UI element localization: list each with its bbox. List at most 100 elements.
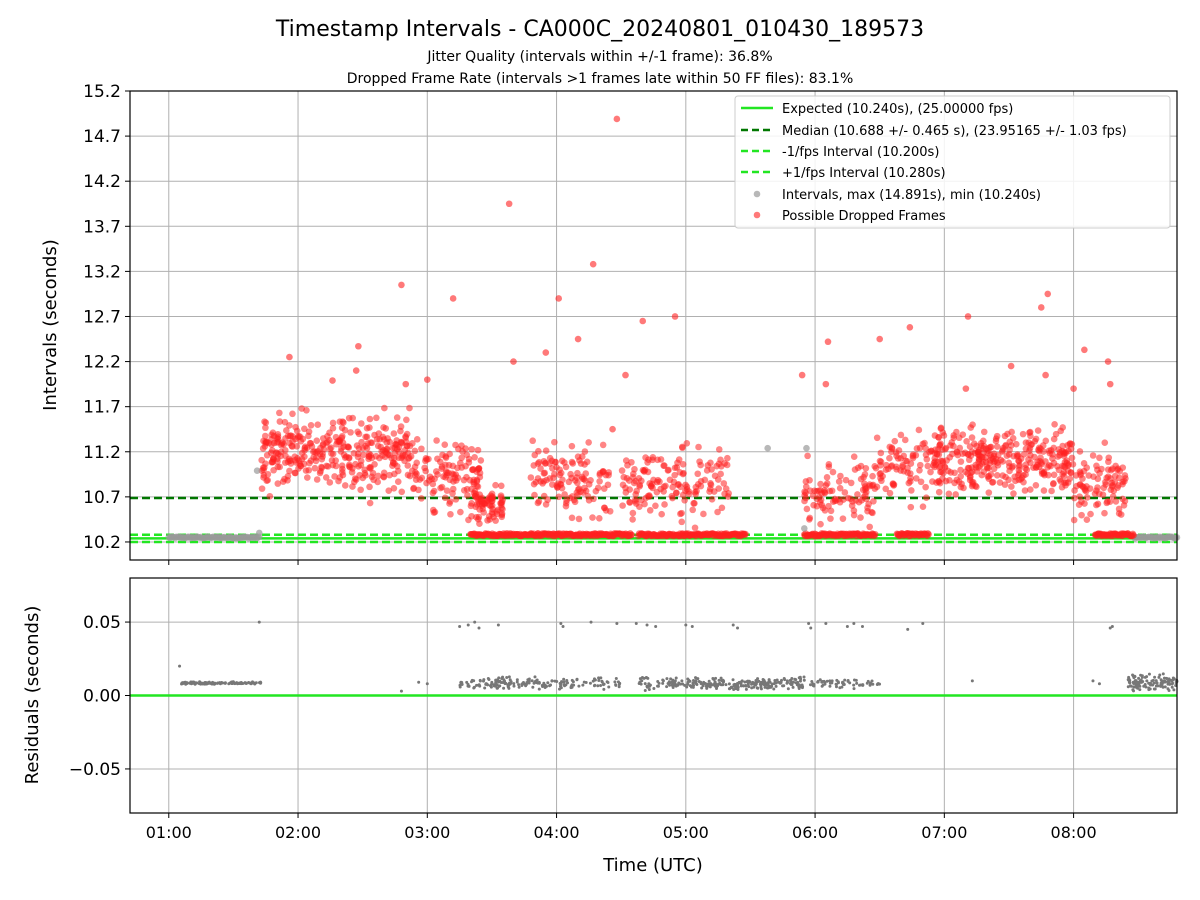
dropped-frame-point bbox=[415, 486, 422, 494]
residual-point bbox=[906, 627, 910, 631]
residual-point bbox=[734, 685, 738, 689]
dropped-frame-point bbox=[556, 471, 564, 479]
dropped-frame-point bbox=[1107, 475, 1114, 482]
dropped-frame-point bbox=[973, 442, 980, 450]
dropped-frame-point bbox=[1073, 482, 1080, 490]
residual-point bbox=[690, 624, 694, 628]
residual-point bbox=[600, 680, 604, 684]
intervals-x-ticks bbox=[168, 560, 1075, 565]
residual-point bbox=[253, 681, 257, 685]
dropped-frame-point bbox=[665, 466, 672, 474]
dropped-frame-point bbox=[569, 460, 577, 467]
dropped-frame-point bbox=[394, 478, 402, 486]
dropped-frame-point bbox=[468, 500, 475, 507]
residual-point bbox=[759, 683, 763, 687]
dropped-frame-point bbox=[639, 466, 647, 474]
dropped-frame-point bbox=[811, 487, 818, 495]
legend-label-expected: Expected (10.240s), (25.00000 fps) bbox=[782, 102, 1013, 117]
dropped-frame-point bbox=[635, 474, 643, 482]
residual-point bbox=[607, 685, 611, 689]
dropped-frame-point bbox=[349, 414, 356, 422]
residual-point bbox=[1126, 678, 1130, 682]
dropped-frame-point bbox=[1094, 500, 1102, 508]
residual-point bbox=[802, 675, 806, 679]
dropped-frame-point bbox=[423, 376, 431, 383]
dropped-frame-point bbox=[1071, 494, 1078, 502]
residual-point bbox=[1133, 674, 1137, 678]
dropped-frame-point bbox=[609, 425, 616, 433]
dropped-frame-point bbox=[1006, 446, 1013, 454]
dropped-frame-point bbox=[366, 424, 373, 431]
residual-point bbox=[1159, 678, 1163, 682]
dropped-frame-point bbox=[408, 467, 416, 475]
dropped-frame-point bbox=[592, 487, 600, 495]
dropped-frame-point bbox=[1119, 495, 1126, 503]
residual-point bbox=[191, 680, 195, 684]
residual-point bbox=[259, 681, 263, 685]
residual-point bbox=[472, 686, 476, 690]
residual-point bbox=[724, 683, 728, 687]
residual-point bbox=[581, 683, 585, 687]
dropped-frame-point bbox=[891, 437, 899, 445]
dropped-frame-point bbox=[1040, 448, 1047, 455]
dropped-frame-point bbox=[821, 507, 829, 514]
dropped-frame-point bbox=[581, 484, 588, 492]
residual-point bbox=[692, 678, 696, 682]
dropped-frame-point bbox=[410, 485, 417, 493]
residual-point bbox=[852, 683, 856, 687]
dropped-frame-point bbox=[967, 473, 974, 480]
residual-point bbox=[1152, 681, 1156, 685]
dropped-frame-point bbox=[589, 260, 597, 268]
dropped-frame-point bbox=[316, 469, 324, 477]
dropped-frame-point bbox=[868, 508, 875, 516]
residual-point bbox=[512, 682, 516, 686]
residual-point bbox=[828, 679, 832, 683]
residual-point bbox=[230, 680, 234, 684]
residual-point bbox=[560, 680, 564, 684]
dropped-frame-point bbox=[1012, 477, 1019, 485]
dropped-frame-point bbox=[997, 456, 1005, 464]
dropped-frame-point bbox=[476, 520, 483, 527]
dropped-frame-point bbox=[303, 406, 310, 414]
dropped-frame-point bbox=[1076, 448, 1084, 455]
dropped-frame-point bbox=[835, 478, 843, 485]
dropped-frame-point bbox=[319, 435, 327, 442]
dropped-frame-point bbox=[498, 482, 505, 490]
dropped-frame-point bbox=[965, 456, 973, 464]
residual-point bbox=[199, 682, 203, 686]
residual-point bbox=[727, 682, 731, 686]
dropped-frame-point bbox=[996, 479, 1004, 486]
dropped-frame-point bbox=[339, 468, 346, 476]
dropped-frame-point bbox=[268, 447, 276, 454]
dropped-frame-point bbox=[806, 514, 814, 522]
dropped-frame-point bbox=[402, 380, 410, 388]
dropped-frame-point bbox=[1068, 454, 1076, 462]
dropped-frame-point bbox=[886, 454, 893, 462]
residual-point bbox=[674, 684, 678, 688]
dropped-frame-point bbox=[606, 507, 614, 515]
dropped-frame-point bbox=[933, 450, 941, 458]
dropped-frame-point bbox=[449, 295, 457, 302]
dropped-frame-point bbox=[857, 514, 864, 521]
dropped-frame-point bbox=[328, 450, 335, 457]
dropped-frame-point bbox=[1052, 430, 1060, 438]
intervals-y-ticks: 10.2 10.7 11.2 11.7 12.2 12.7 13.2 13.7 14.2 14.7… bbox=[83, 82, 130, 553]
dropped-frame-point bbox=[305, 466, 313, 474]
residual-point bbox=[1145, 679, 1149, 683]
dropped-frame-point bbox=[823, 480, 831, 487]
residual-point bbox=[588, 681, 592, 685]
dropped-frame-point bbox=[576, 457, 583, 464]
dropped-frame-point bbox=[338, 424, 346, 432]
residual-point bbox=[783, 678, 787, 682]
dropped-frame-point bbox=[1067, 445, 1075, 453]
dropped-frame-point bbox=[947, 469, 955, 476]
residual-point bbox=[473, 620, 477, 624]
dropped-frame-point bbox=[671, 471, 678, 479]
dropped-frame-point bbox=[542, 447, 550, 454]
dropped-frame-point bbox=[912, 475, 920, 482]
dropped-frame-point bbox=[1062, 482, 1069, 489]
dropped-frame-point bbox=[1076, 493, 1083, 500]
dropped-frame-point bbox=[897, 431, 905, 439]
dropped-frame-point bbox=[493, 508, 500, 515]
residual-point bbox=[1157, 675, 1161, 679]
